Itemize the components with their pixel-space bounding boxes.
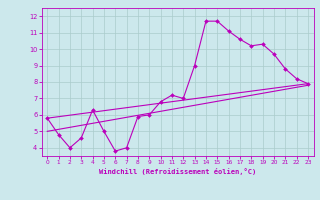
X-axis label: Windchill (Refroidissement éolien,°C): Windchill (Refroidissement éolien,°C): [99, 168, 256, 175]
